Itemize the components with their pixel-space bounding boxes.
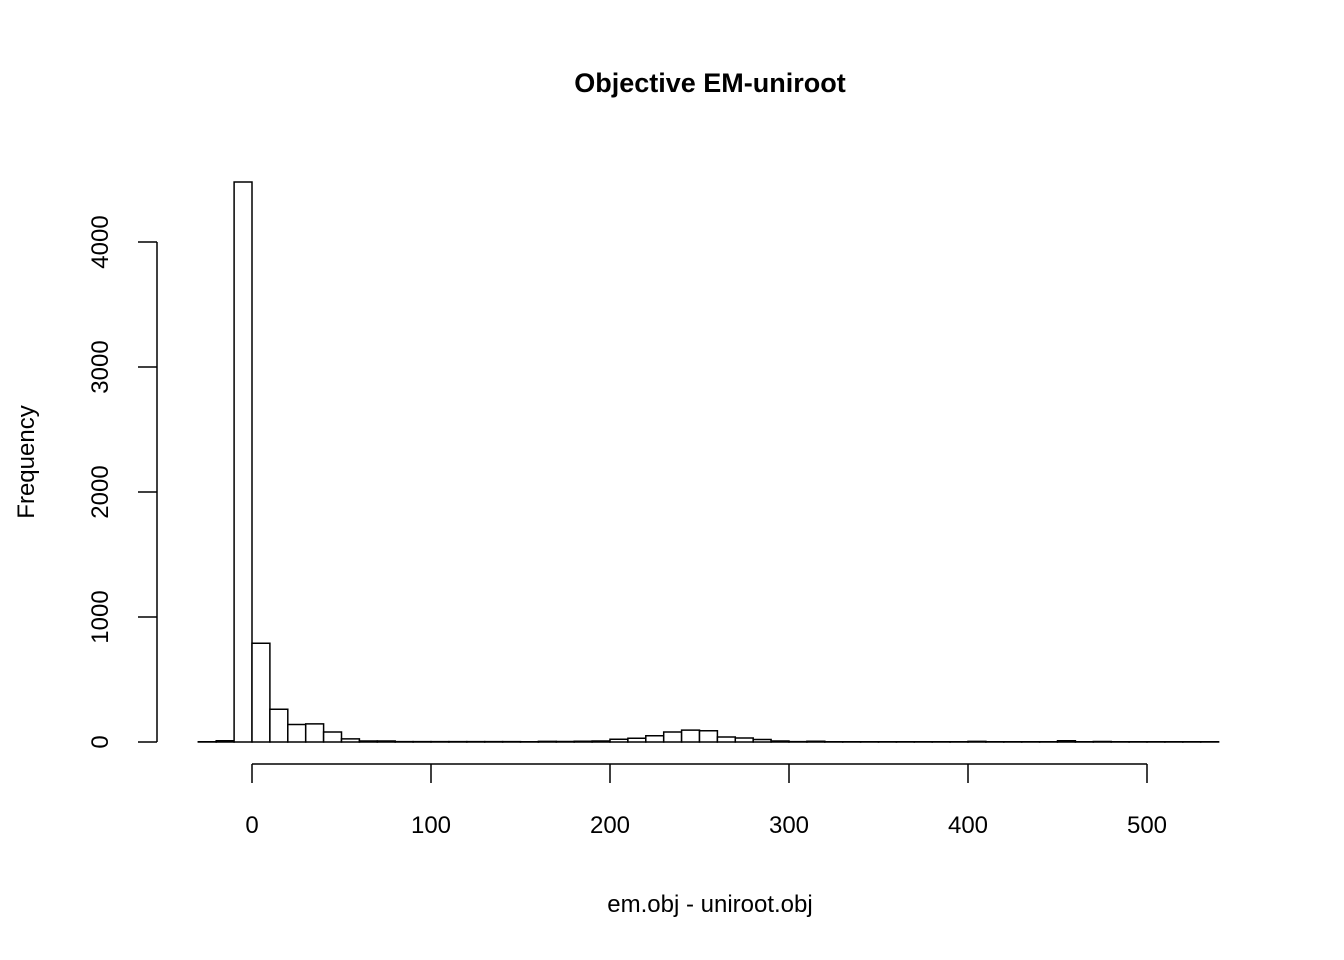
histogram-bar bbox=[287, 723, 307, 743]
histogram-bar bbox=[340, 738, 361, 743]
y-tick-label: 1000 bbox=[87, 590, 114, 643]
histogram-bar bbox=[680, 729, 701, 743]
x-tick-label: 0 bbox=[245, 812, 258, 839]
x-tick-label: 400 bbox=[948, 812, 988, 839]
histogram-bar bbox=[215, 740, 235, 743]
histogram-bar bbox=[967, 740, 987, 743]
histogram-bar bbox=[537, 740, 558, 743]
y-tick-label: 4000 bbox=[87, 215, 114, 268]
histogram-bar bbox=[591, 740, 611, 743]
histogram-bar bbox=[645, 735, 665, 743]
histogram-bar bbox=[698, 730, 719, 743]
histogram-bar bbox=[304, 723, 325, 743]
histogram-bar bbox=[716, 736, 737, 743]
histogram-bar bbox=[322, 731, 343, 743]
histogram-bar bbox=[770, 740, 790, 743]
x-tick-label: 200 bbox=[590, 812, 630, 839]
histogram-bar bbox=[752, 738, 772, 743]
histogram-bar bbox=[734, 737, 754, 743]
histogram-bar bbox=[806, 740, 826, 743]
y-tick-label: 2000 bbox=[87, 465, 114, 518]
y-tick-label: 0 bbox=[87, 735, 114, 748]
histogram-bar bbox=[662, 731, 683, 743]
y-tick-label: 3000 bbox=[87, 340, 114, 393]
histogram-bar bbox=[573, 740, 593, 743]
histogram-bar bbox=[555, 740, 575, 743]
histogram-bar bbox=[269, 708, 289, 743]
x-tick-label: 500 bbox=[1127, 812, 1167, 839]
x-axis-label: em.obj - uniroot.obj bbox=[607, 891, 812, 918]
chart-title: Objective EM-uniroot bbox=[574, 68, 846, 98]
histogram-bar bbox=[627, 737, 647, 743]
x-tick-label: 300 bbox=[769, 812, 809, 839]
histogram-bar bbox=[358, 740, 379, 743]
histogram-bar bbox=[1092, 740, 1112, 743]
histogram-bar bbox=[376, 740, 396, 743]
histogram-bar bbox=[251, 642, 271, 743]
histogram-bar bbox=[609, 738, 629, 743]
histogram-bar bbox=[233, 181, 253, 743]
y-axis-label: Frequency bbox=[13, 405, 40, 518]
x-tick-label: 100 bbox=[411, 812, 451, 839]
histogram-bar bbox=[1056, 740, 1077, 743]
